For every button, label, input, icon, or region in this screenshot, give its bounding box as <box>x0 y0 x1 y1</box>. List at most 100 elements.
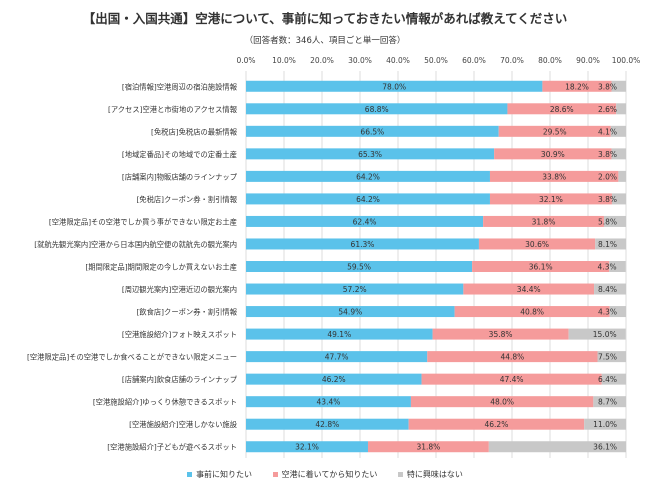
data-label: 4.3% <box>598 263 617 272</box>
data-label: 33.8% <box>542 172 566 181</box>
data-label: 54.9% <box>338 308 362 317</box>
data-label: 3.8% <box>598 150 617 159</box>
data-label: 5.8% <box>598 217 617 226</box>
bar-segment <box>367 441 489 453</box>
data-label: 4.1% <box>598 127 617 136</box>
data-label: 68.8% <box>365 105 389 114</box>
bar-segment <box>593 396 626 408</box>
category-label: [免税店]クーポン券・割引情報 <box>136 195 237 204</box>
data-label: 30.6% <box>525 240 549 249</box>
bar-segment <box>594 283 626 295</box>
category-label: [店舗案内]物販店舗のラインナップ <box>122 172 238 181</box>
x-tick-label: 40.0% <box>386 56 410 65</box>
category-label: [空港施設紹介]空港しかない施設 <box>129 420 238 429</box>
bar-segment <box>603 215 626 227</box>
x-tick-label: 0.0% <box>236 56 255 65</box>
bar-segment <box>595 238 626 250</box>
x-tick-label: 70.0% <box>500 56 524 65</box>
data-label: 15.0% <box>593 330 617 339</box>
bar-segment <box>246 328 433 340</box>
data-label: 18.2% <box>565 82 589 91</box>
data-label: 35.8% <box>489 330 513 339</box>
category-label: [周辺観光案内]空港近辺の観光案内 <box>122 285 237 294</box>
bar-segment <box>246 103 508 115</box>
data-label: 47.7% <box>325 353 349 362</box>
bar-segment <box>454 306 610 318</box>
data-label: 30.9% <box>541 150 565 159</box>
data-label: 78.0% <box>382 82 406 91</box>
data-label: 34.4% <box>517 285 541 294</box>
category-label: [就航先観光案内]空港から日本国内航空便の就航先の観光案内 <box>34 240 237 249</box>
data-label: 3.8% <box>598 82 617 91</box>
data-label: 62.4% <box>353 217 377 226</box>
data-label: 47.4% <box>500 375 524 384</box>
category-label: [地域定番品]その地域での定番土産 <box>122 150 237 159</box>
data-label: 4.3% <box>598 308 617 317</box>
bar-segment <box>246 80 543 92</box>
data-label: 42.8% <box>315 420 339 429</box>
category-label: [飲食店]クーポン券・割引情報 <box>136 308 237 317</box>
data-label: 11.0% <box>593 420 617 429</box>
legend-label-series-2: 空港に着いてから知りたい <box>281 470 378 479</box>
bar-segment <box>427 351 598 363</box>
category-label: [空港限定品]その空港でしか買う事ができない限定お土産 <box>49 217 237 226</box>
legend-swatch-series-3 <box>397 472 403 477</box>
bar-segment <box>494 148 612 160</box>
bar-segment <box>246 351 428 363</box>
category-label: [免税店]免税店の最新情報 <box>151 127 238 136</box>
data-label: 2.6% <box>598 105 617 114</box>
data-label: 48.0% <box>490 398 514 407</box>
bar-segment <box>478 238 596 250</box>
data-label: 46.2% <box>485 420 509 429</box>
bar-segment <box>498 125 611 137</box>
bar-segment <box>489 170 619 182</box>
bar-segment <box>246 373 422 385</box>
legend-swatch-series-1 <box>187 472 193 477</box>
category-label: [宿泊情報]空港周辺の宿泊施設情報 <box>122 82 238 91</box>
bar-segment <box>421 373 602 385</box>
data-label: 8.4% <box>598 285 617 294</box>
data-label: 49.1% <box>327 330 351 339</box>
bar-segment <box>408 418 585 430</box>
data-label: 65.3% <box>358 150 382 159</box>
bar-segment <box>432 328 569 340</box>
category-label: [店舗案内]飲食店舗のラインナップ <box>122 375 238 384</box>
bar-segment <box>601 373 626 385</box>
bar-segment <box>246 283 464 295</box>
bar-segment <box>568 328 626 340</box>
bar-segment <box>463 283 595 295</box>
bar-segment <box>246 441 368 453</box>
bar-segment <box>483 215 604 227</box>
bar-segment <box>584 418 626 430</box>
bar-segment <box>472 261 610 272</box>
x-tick-label: 10.0% <box>272 56 296 65</box>
category-label: [空港施設紹介]子どもが遊べるスポット <box>107 443 237 452</box>
category-label: [空港施設紹介]フォト映えスポット <box>122 330 237 339</box>
bar-segment <box>246 215 484 227</box>
data-label: 66.5% <box>360 127 384 136</box>
bar-segment <box>610 125 626 137</box>
legend-swatch-series-2 <box>272 472 278 477</box>
data-label: 59.5% <box>347 263 371 272</box>
category-label: [空港施設紹介]ゆっくり休憩できるスポット <box>93 398 237 407</box>
bar-segment <box>246 306 455 318</box>
legend-label-series-1: 事前に知りたい <box>196 470 253 479</box>
data-label: 3.8% <box>598 195 617 204</box>
x-tick-label: 100.0% <box>612 56 641 65</box>
data-label: 57.2% <box>343 285 367 294</box>
bar-segment <box>609 306 626 318</box>
bar-segment <box>246 125 499 137</box>
bar-segment <box>489 193 612 205</box>
data-label: 32.1% <box>295 443 319 452</box>
bar-segment <box>597 351 626 363</box>
data-label: 8.1% <box>598 240 617 249</box>
bar-segment <box>246 238 479 250</box>
data-label: 40.8% <box>520 308 544 317</box>
data-label: 29.5% <box>543 127 567 136</box>
legend-item-series-3: 特に興味はない <box>397 469 463 480</box>
data-label: 36.1% <box>593 443 617 452</box>
bar-segment <box>410 396 594 408</box>
data-label: 31.8% <box>532 217 556 226</box>
data-label: 8.7% <box>598 398 617 407</box>
